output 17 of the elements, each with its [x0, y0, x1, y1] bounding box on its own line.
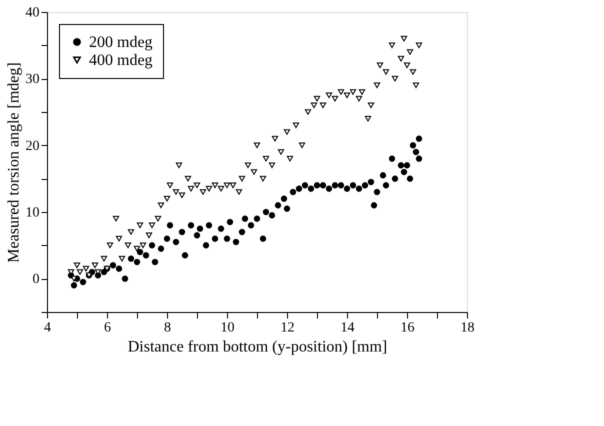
- y-tick-label: 10: [26, 206, 40, 220]
- y-tick-label: 30: [26, 72, 40, 88]
- x-axis-title: Distance from bottom (y-position) [mm]: [128, 338, 388, 356]
- x-tick-label: 14: [340, 320, 354, 336]
- y-tick-label: 0: [32, 272, 40, 288]
- y-tick-label: 20: [26, 138, 40, 154]
- x-tick-label: 18: [460, 320, 474, 336]
- y-tick-label: 40: [26, 6, 40, 20]
- x-tick-label: 16: [400, 320, 414, 336]
- x-tick-label: 8: [164, 320, 171, 336]
- x-tick-label: 12: [280, 320, 294, 336]
- legend-label: 400 mdeg: [89, 52, 153, 69]
- legend-label: 200 mdeg: [89, 34, 153, 51]
- x-tick-label: 4: [44, 320, 51, 336]
- x-tick-label: 6: [104, 320, 111, 336]
- y-axis-title: Measured torsion angle [mdeg]: [6, 62, 22, 263]
- x-tick-label: 10: [220, 320, 234, 336]
